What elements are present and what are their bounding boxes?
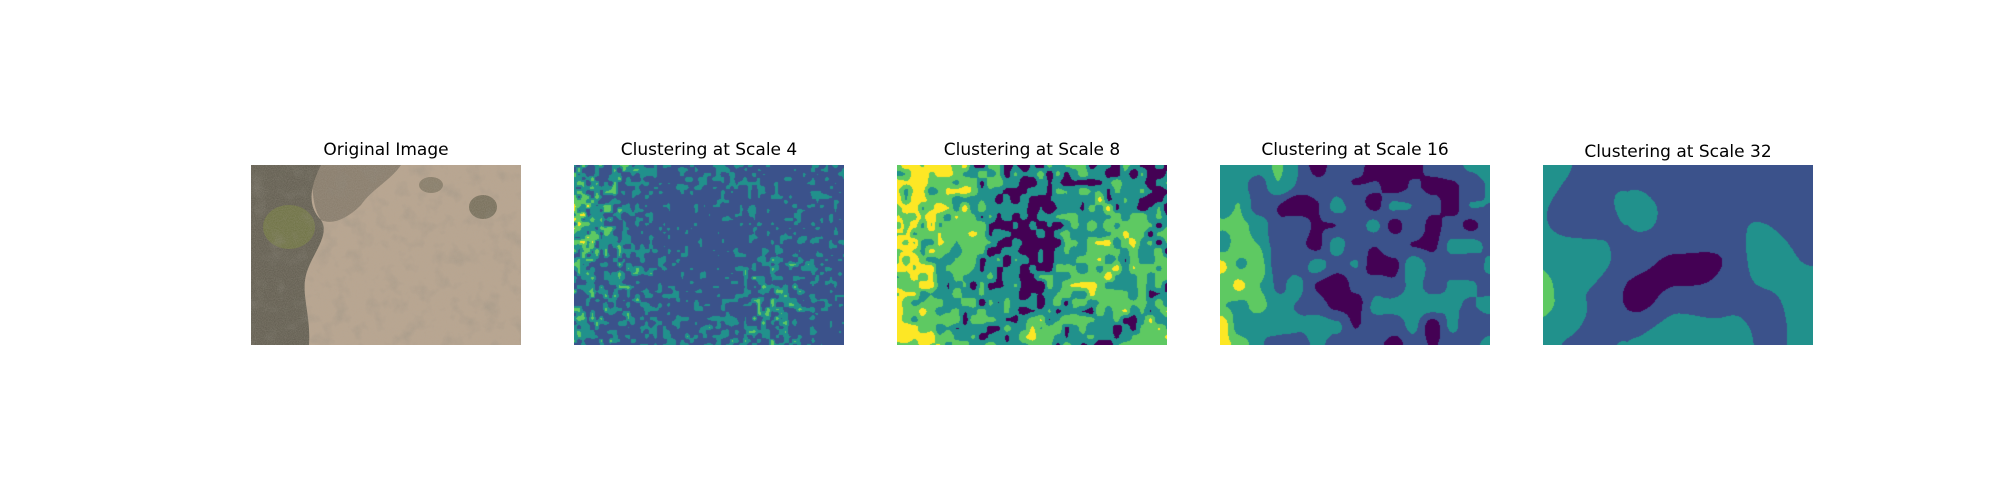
panel-scale-4: Clustering at Scale 4 [574,140,844,345]
cluster-map-scale-16 [1220,165,1490,345]
cluster-map-scale-4 [574,165,844,345]
panel-scale-8: Clustering at Scale 8 [897,140,1167,345]
panel-title: Clustering at Scale 32 [1584,142,1772,162]
panel-title: Clustering at Scale 4 [620,140,798,160]
grain-overlay [251,165,521,345]
cluster-map-scale-8 [897,165,1167,345]
original-photo [251,165,521,345]
panel-title: Clustering at Scale 16 [1261,140,1449,160]
panel-scale-16: Clustering at Scale 16 [1220,140,1490,345]
panel-title: Original Image [323,140,449,160]
cluster-map-scale-32 [1543,165,1813,345]
panel-title: Clustering at Scale 8 [943,140,1121,160]
panel-original-image: Original Image [251,140,521,345]
panel-scale-32: Clustering at Scale 32 [1543,140,1813,345]
